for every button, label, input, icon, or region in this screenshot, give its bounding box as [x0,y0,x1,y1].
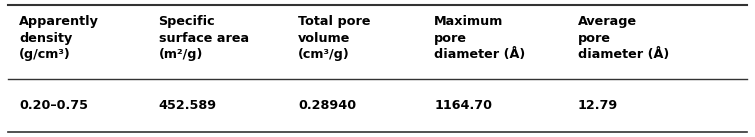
Text: Average
pore
diameter (Å): Average pore diameter (Å) [578,15,669,61]
Text: Specific
surface area
(m²/g): Specific surface area (m²/g) [159,15,248,61]
Text: 452.589: 452.589 [159,99,217,112]
Text: Total pore
volume
(cm³/g): Total pore volume (cm³/g) [298,15,371,61]
Text: Maximum
pore
diameter (Å): Maximum pore diameter (Å) [434,15,525,61]
Text: 1164.70: 1164.70 [434,99,492,112]
Text: 0.20–0.75: 0.20–0.75 [19,99,88,112]
Text: 0.28940: 0.28940 [298,99,356,112]
Text: 12.79: 12.79 [578,99,618,112]
Text: Apparently
density
(g/cm³): Apparently density (g/cm³) [19,15,99,61]
